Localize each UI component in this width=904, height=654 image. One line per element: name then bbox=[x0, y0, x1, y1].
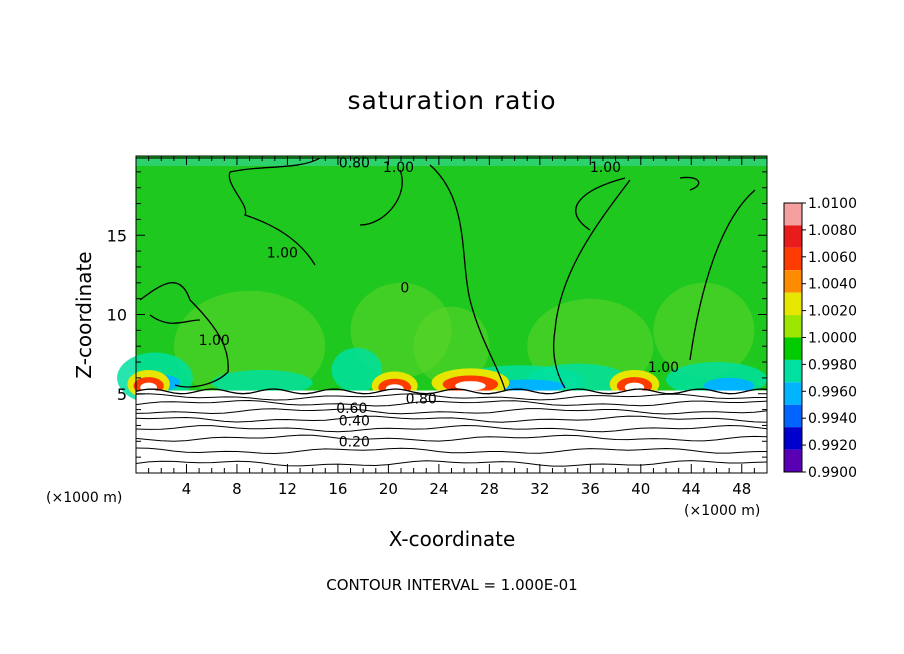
dry-core bbox=[703, 377, 755, 394]
colorbar-label: 1.0020 bbox=[808, 304, 857, 320]
colorbar-label: 1.0100 bbox=[808, 196, 857, 212]
contour-interval-note: CONTOUR INTERVAL = 1.000E-01 bbox=[326, 576, 578, 594]
contour-line bbox=[575, 177, 626, 231]
dry-band bbox=[211, 369, 313, 396]
colorbar-swatch bbox=[784, 247, 802, 271]
colorbar-label: 1.0000 bbox=[808, 331, 857, 347]
colorbar-label: 0.9980 bbox=[808, 357, 857, 373]
surface-contour bbox=[135, 388, 768, 395]
contour-line bbox=[228, 157, 321, 266]
contour-label: 1.00 bbox=[648, 360, 679, 376]
contour-label: 0.80 bbox=[339, 155, 370, 171]
contour-label: 1.00 bbox=[199, 333, 230, 349]
contour-label: 0.40 bbox=[339, 414, 370, 430]
colorbar-swatch bbox=[784, 225, 802, 248]
x-unit-label-left: (×1000 m) bbox=[46, 490, 123, 506]
contour-labels: 0.80 1.00 1.00 1.00 0 1.00 1.00 0.80 0.600.40 0.2… bbox=[199, 155, 679, 450]
supersat-peak bbox=[455, 381, 486, 391]
contour-line bbox=[135, 434, 768, 442]
x-tick-label: 40 bbox=[631, 480, 650, 498]
y-tick-label: 5 bbox=[117, 385, 127, 404]
colorbar-swatch bbox=[784, 449, 802, 472]
contour-label: 0.80 bbox=[406, 392, 437, 408]
y-tick-label: 10 bbox=[107, 306, 127, 325]
contour-line bbox=[359, 169, 403, 226]
x-tick-label: 36 bbox=[581, 480, 600, 498]
x-tick-label: 48 bbox=[732, 480, 751, 498]
contour-line bbox=[135, 447, 768, 455]
moist-patch bbox=[413, 306, 490, 386]
contour-label: 1.00 bbox=[267, 246, 298, 262]
colorbar-swatch bbox=[784, 382, 802, 405]
contour-label: 1.00 bbox=[383, 160, 414, 176]
saturation-field bbox=[117, 156, 768, 473]
colorbar-swatch bbox=[784, 404, 802, 428]
contour-line bbox=[679, 176, 700, 191]
contour-line bbox=[149, 314, 201, 324]
contour-line bbox=[553, 179, 631, 389]
x-tick-label: 28 bbox=[480, 480, 499, 498]
colorbar-label: 0.9920 bbox=[808, 438, 857, 454]
contour-line bbox=[135, 415, 768, 423]
colorbar-swatch bbox=[784, 292, 802, 316]
contour-label: 0.20 bbox=[339, 434, 370, 450]
x-tick-label: 16 bbox=[328, 480, 347, 498]
y-axis-label: Z-coordinate bbox=[72, 251, 96, 379]
colorbar: 1.0100 1.0080 1.0060 1.0040 1.0020 1.0000 0.99… bbox=[783, 196, 857, 481]
colorbar-label: 1.0060 bbox=[808, 250, 857, 266]
x-tick-label: 20 bbox=[379, 480, 398, 498]
colorbar-label: 0.9960 bbox=[808, 384, 857, 400]
colorbar-swatch bbox=[784, 359, 802, 383]
moist-patch bbox=[653, 282, 755, 378]
colorbar-swatch bbox=[784, 427, 802, 450]
colorbar-label: 1.0080 bbox=[808, 223, 857, 239]
contour-line bbox=[135, 460, 768, 467]
chart-title: saturation ratio bbox=[347, 86, 557, 115]
x-axis: 4 8 12 16 20 24 28 32 36 40 44 48 bbox=[148, 156, 755, 498]
contour-label: 0 bbox=[400, 281, 409, 297]
colorbar-label: 0.9940 bbox=[808, 411, 857, 427]
top-strip bbox=[136, 158, 767, 166]
contour-line bbox=[135, 408, 768, 415]
y-tick-label: 15 bbox=[107, 226, 127, 245]
dry-band bbox=[331, 347, 383, 393]
colorbar-swatch bbox=[784, 270, 802, 293]
contour-line bbox=[689, 189, 756, 361]
colorbar-label: 0.9900 bbox=[808, 465, 857, 481]
x-tick-label: 44 bbox=[682, 480, 701, 498]
y-axis: 5 10 15 bbox=[107, 171, 767, 458]
colorbar-swatch bbox=[784, 315, 802, 338]
contour-line bbox=[139, 282, 229, 388]
contour-line bbox=[135, 399, 768, 407]
colorbar-swatch bbox=[784, 203, 802, 226]
x-tick-label: 4 bbox=[182, 480, 192, 498]
x-tick-label: 8 bbox=[232, 480, 242, 498]
contour-line bbox=[429, 164, 506, 391]
x-tick-label: 12 bbox=[278, 480, 297, 498]
contour-label: 0.60 bbox=[336, 401, 367, 417]
x-axis-label: X-coordinate bbox=[388, 527, 516, 551]
colorbar-swatch bbox=[784, 337, 802, 360]
contour-line bbox=[135, 424, 768, 433]
contour-line bbox=[135, 393, 767, 401]
x-tick-label: 24 bbox=[429, 480, 448, 498]
x-tick-label: 32 bbox=[530, 480, 549, 498]
contour-label: 1.00 bbox=[590, 160, 621, 176]
colorbar-label: 1.0040 bbox=[808, 277, 857, 293]
x-unit-label-right: (×1000 m) bbox=[684, 503, 761, 519]
